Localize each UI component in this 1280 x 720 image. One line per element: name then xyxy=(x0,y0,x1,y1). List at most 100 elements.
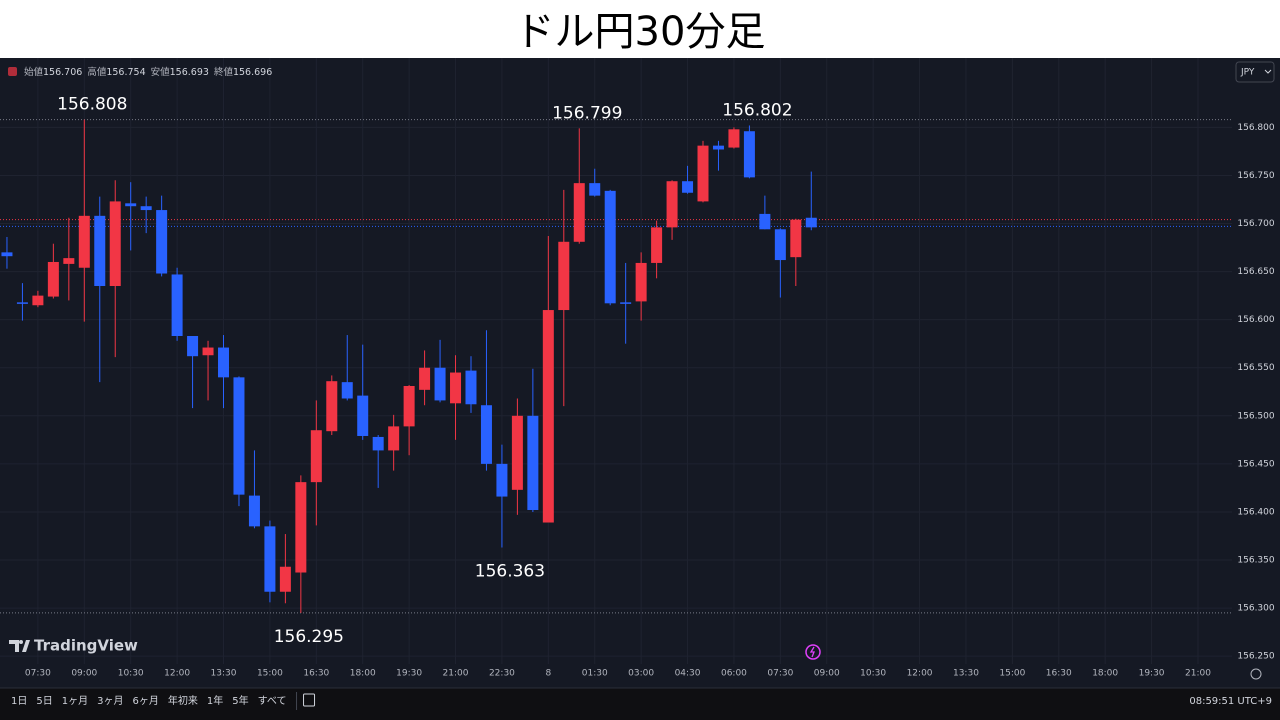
range-button[interactable]: 1ヶ月 xyxy=(62,695,88,707)
header-value: 156.706 xyxy=(43,67,82,78)
event-icon[interactable] xyxy=(805,644,821,660)
x-tick-label: 15:00 xyxy=(999,669,1025,679)
candle-body xyxy=(248,495,260,527)
chart-title: ドル円30分足 xyxy=(515,9,766,55)
candle-body xyxy=(450,372,462,404)
logo-mark xyxy=(9,640,30,652)
range-button[interactable]: 5年 xyxy=(232,694,248,707)
ohlc-header: 始値156.706 高値156.754 安値156.693 終値156.696 xyxy=(24,66,272,78)
x-tick-label: 07:30 xyxy=(767,669,793,679)
candle-body xyxy=(496,463,508,497)
x-tick-label: 10:30 xyxy=(860,669,886,679)
y-tick-label: 156.250 xyxy=(1237,652,1274,662)
x-tick-label: 03:00 xyxy=(628,669,654,679)
y-tick-label: 156.800 xyxy=(1237,123,1274,133)
x-tick-label: 12:00 xyxy=(907,669,933,679)
range-button[interactable]: 年初来 xyxy=(168,694,198,707)
candle-body xyxy=(32,295,44,306)
candle-body xyxy=(295,482,307,573)
currency-select[interactable] xyxy=(1235,61,1275,83)
extreme-label: 156.802 xyxy=(722,100,792,120)
x-tick-label: 16:30 xyxy=(1046,669,1072,679)
x-tick-label: 8 xyxy=(545,669,551,679)
candle-body xyxy=(310,430,322,483)
extreme-label: 156.363 xyxy=(475,562,545,582)
candle-body xyxy=(604,190,616,304)
candle-body xyxy=(666,181,678,228)
candle-body xyxy=(156,210,168,274)
candle-body xyxy=(790,219,802,258)
candle-body xyxy=(233,377,245,495)
range-button[interactable]: 6ヶ月 xyxy=(133,695,159,707)
range-button[interactable]: 3ヶ月 xyxy=(97,695,123,707)
annotations: 156.808 156.799 156.802 156.295 156.363 xyxy=(57,95,792,647)
title-band xyxy=(0,0,1280,58)
x-tick-label: 18:00 xyxy=(350,669,376,679)
y-tick-label: 156.350 xyxy=(1237,556,1274,566)
range-buttons: 1日 5日 1ヶ月 3ヶ月 6ヶ月 年初来 1年 5年 すべて xyxy=(11,692,316,710)
x-tick-label: 15:00 xyxy=(257,669,283,679)
candle-body xyxy=(743,131,755,178)
bottom-toolbar xyxy=(0,688,1280,720)
x-tick-label: 07:30 xyxy=(25,669,51,679)
candle-body xyxy=(125,203,137,207)
axes: 156.250 156.300 156.350 156.400 156.450 156.5… xyxy=(25,123,1275,679)
candle-body xyxy=(187,336,199,357)
currency[interactable]: JPY xyxy=(1240,68,1255,78)
candle-body xyxy=(589,183,601,196)
x-tick-label: 12:00 xyxy=(164,669,190,679)
grid xyxy=(0,58,1232,664)
x-tick-label: 09:00 xyxy=(71,669,97,679)
header-value: 156.754 xyxy=(106,67,145,78)
candle-body xyxy=(635,262,647,302)
candle-body xyxy=(697,145,709,202)
range-button[interactable]: すべて xyxy=(258,695,287,707)
x-tick-label: 06:00 xyxy=(721,669,747,679)
candle-body xyxy=(218,347,230,378)
candle-body xyxy=(388,426,400,451)
header-label: 高値 xyxy=(87,66,107,78)
x-tick-label: 04:30 xyxy=(675,669,701,679)
candle-body xyxy=(140,206,152,211)
x-tick-label: 22:30 xyxy=(489,669,515,679)
candle-body xyxy=(434,367,446,401)
candle-body xyxy=(573,183,585,242)
logo-text: TradingView xyxy=(34,637,138,655)
candle-body xyxy=(1,252,13,257)
header-label: 安値 xyxy=(151,66,171,78)
candle-body xyxy=(63,258,75,264)
logo-dot xyxy=(19,640,23,644)
y-tick-label: 156.750 xyxy=(1237,171,1274,181)
y-tick-label: 156.600 xyxy=(1237,315,1274,325)
candle-body xyxy=(202,347,214,356)
y-tick-label: 156.300 xyxy=(1237,604,1274,614)
candle-body xyxy=(341,382,353,399)
candle-body xyxy=(558,241,570,311)
x-tick-label: 19:30 xyxy=(396,669,422,679)
candle-body xyxy=(109,201,121,287)
y-tick-label: 156.450 xyxy=(1237,459,1274,469)
logo: TradingView xyxy=(9,637,138,655)
header-value: 156.693 xyxy=(170,67,209,78)
extreme-label: 156.799 xyxy=(552,103,622,123)
x-tick-label: 13:30 xyxy=(211,669,237,679)
x-tick-label: 13:30 xyxy=(953,669,979,679)
y-tick-label: 156.550 xyxy=(1237,363,1274,373)
candle-body xyxy=(465,370,477,405)
settings-icon[interactable] xyxy=(1250,668,1262,680)
candle-body xyxy=(171,274,183,337)
range-button[interactable]: 1日 xyxy=(11,696,27,707)
date-range-icon[interactable] xyxy=(303,693,316,707)
x-tick-label: 16:30 xyxy=(303,669,329,679)
x-tick-label: 18:00 xyxy=(1092,669,1118,679)
extreme-label: 156.808 xyxy=(57,95,127,115)
candle-body xyxy=(480,405,492,464)
x-tick-label: 21:00 xyxy=(443,669,469,679)
range-button[interactable]: 1年 xyxy=(207,694,223,707)
candle-body xyxy=(774,229,786,261)
candle-body xyxy=(682,181,694,193)
candle-body xyxy=(419,367,431,390)
y-tick-label: 156.700 xyxy=(1237,219,1274,229)
candle-body xyxy=(511,415,523,490)
range-button[interactable]: 5日 xyxy=(36,696,52,707)
